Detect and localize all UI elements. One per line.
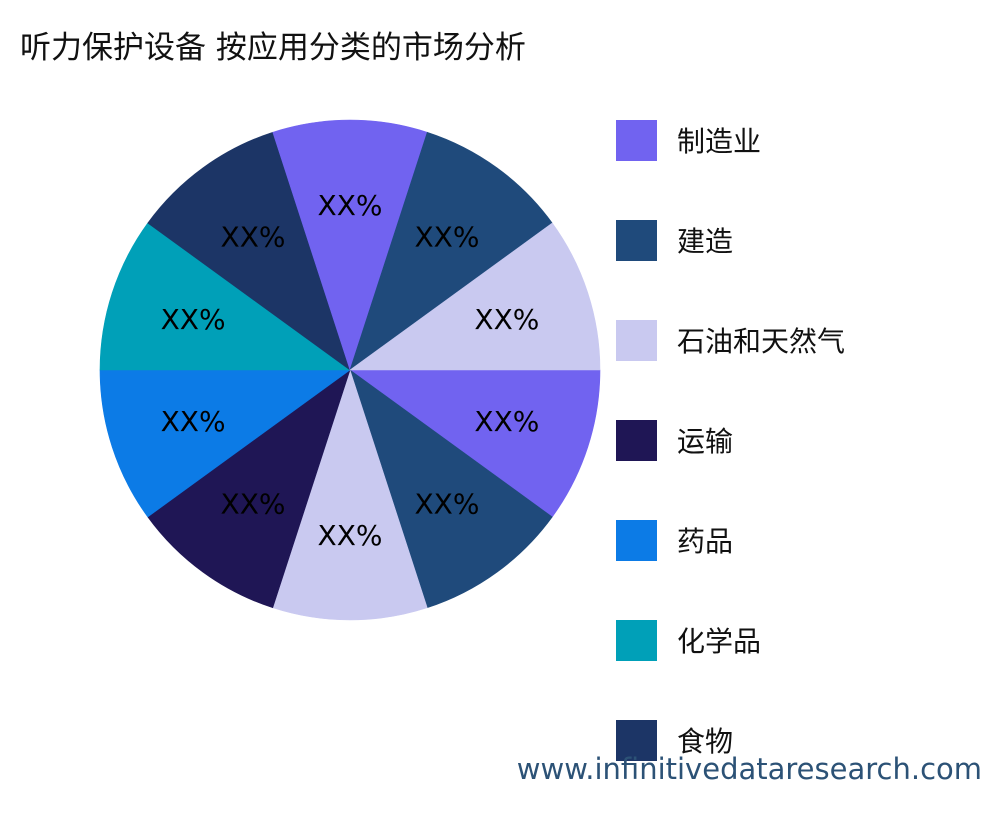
pie-slice-2 (349, 369, 553, 609)
legend-item-oil-and-gas: 石油和天然气 (616, 319, 845, 361)
legend-label-oil-and-gas: 石油和天然气 (677, 325, 846, 358)
legend-label-construction: 建造 (677, 225, 734, 258)
legend-swatch-pharmaceuticals (616, 519, 657, 561)
legend-swatch-food (616, 719, 657, 761)
watermark-url: www.infinitivedataresearch.com (516, 752, 982, 786)
legend-item-chemicals: 化学品 (616, 619, 845, 661)
slice-label-5: XX% (161, 405, 226, 438)
pie-chart: XX% XX% XX% XX% XX% XX% XX% XX% XX% XX% (99, 119, 601, 621)
legend-label-transportation: 运输 (677, 425, 734, 458)
pie-slice-6 (99, 222, 351, 371)
legend-label-manufacturing: 制造业 (677, 125, 762, 158)
legend-swatch-transportation (616, 419, 657, 461)
pie-slice-1 (349, 369, 601, 518)
slice-label-1: XX% (474, 405, 539, 438)
chart-title: 听力保护设备 按应用分类的市场分析 (20, 30, 526, 66)
legend-swatch-manufacturing (616, 119, 657, 161)
slice-label-4: XX% (221, 487, 286, 520)
slice-label-7: XX% (221, 221, 286, 254)
legend-label-pharmaceuticals: 药品 (677, 525, 734, 558)
pie-slice-9 (349, 131, 553, 371)
slice-label-8: XX% (318, 189, 383, 222)
pie-slice-10 (349, 222, 601, 371)
legend-label-food: 食物 (677, 725, 734, 758)
legend-swatch-chemicals (616, 619, 657, 661)
pie-slice-7 (147, 131, 351, 371)
slice-label-3: XX% (318, 519, 383, 552)
legend-item-construction: 建造 (616, 219, 845, 261)
pie-slice-3 (272, 369, 428, 621)
slice-label-9: XX% (414, 221, 479, 254)
pie-slice-4 (147, 369, 351, 609)
legend-item-manufacturing: 制造业 (616, 119, 845, 161)
legend-item-transportation: 运输 (616, 419, 845, 461)
legend-swatch-construction (616, 219, 657, 261)
legend-label-chemicals: 化学品 (677, 625, 762, 658)
slice-label-10: XX% (474, 303, 539, 336)
pie-slice-5 (99, 369, 351, 518)
legend-item-food: 食物 (616, 719, 845, 761)
pie-slice-8 (272, 119, 428, 371)
legend-item-pharmaceuticals: 药品 (616, 519, 845, 561)
chart-legend: 制造业 建造 石油和天然气 运输 药品 化学品 食物 (616, 119, 845, 819)
legend-swatch-oil-and-gas (616, 319, 657, 361)
slice-label-2: XX% (414, 487, 479, 520)
slice-label-6: XX% (161, 303, 226, 336)
